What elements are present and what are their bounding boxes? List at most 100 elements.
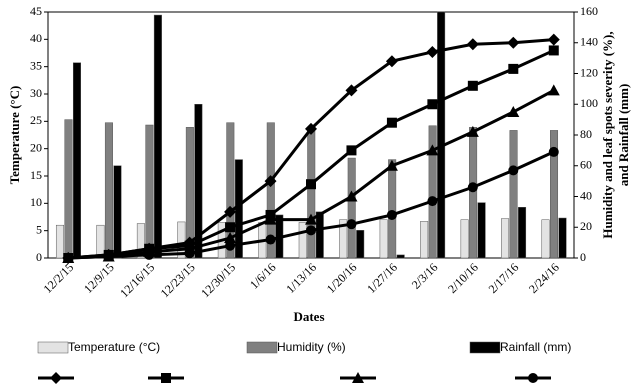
marker	[548, 45, 559, 56]
bar	[307, 127, 316, 259]
y-tick-label: 25	[30, 113, 42, 127]
y2-tick-label: 80	[580, 127, 592, 141]
marker	[306, 179, 316, 190]
bar	[501, 218, 510, 259]
bar	[347, 157, 356, 259]
marker	[346, 219, 357, 230]
bar	[396, 254, 405, 259]
marker	[386, 117, 397, 128]
marker	[466, 38, 479, 51]
bar	[518, 207, 527, 259]
marker	[224, 232, 237, 244]
bar	[153, 14, 162, 259]
marker	[103, 251, 114, 262]
x-tick-label: 1/20/16	[324, 260, 360, 296]
bar	[356, 230, 365, 259]
bar	[194, 104, 203, 259]
y-axis-title: Temperature (°C)	[7, 86, 22, 185]
y2-tick-label: 0	[580, 250, 586, 264]
y-tick-label: 15	[30, 168, 42, 182]
x-tick-label: 12/16/15	[117, 260, 157, 300]
marker	[345, 190, 358, 202]
marker	[264, 175, 277, 188]
x-tick-label: 2/10/16	[445, 260, 481, 296]
legend-label: Rainfall (mm)	[500, 340, 571, 354]
bar	[469, 127, 478, 259]
y-tick-label: 0	[36, 250, 42, 264]
bar	[298, 222, 307, 259]
marker	[224, 205, 237, 218]
y2-tick-label: 160	[580, 4, 598, 18]
marker	[385, 159, 398, 171]
bar	[113, 165, 122, 259]
marker	[305, 213, 317, 225]
x-tick-label: 12/30/15	[198, 260, 238, 300]
bar	[64, 119, 73, 259]
legend-swatch	[469, 341, 501, 354]
bar	[558, 217, 567, 259]
marker	[508, 63, 519, 74]
y2-tick-label: 140	[580, 35, 598, 49]
marker	[426, 144, 439, 156]
marker	[508, 165, 519, 176]
x-tick-label: 1/6/16	[247, 260, 279, 292]
bar	[136, 223, 145, 259]
marker	[467, 182, 478, 193]
marker	[184, 248, 195, 259]
y-tick-label: 40	[30, 31, 42, 45]
marker	[528, 373, 538, 383]
bar	[420, 221, 429, 259]
bar	[477, 202, 486, 259]
bar	[339, 219, 348, 259]
marker	[161, 373, 171, 383]
y-tick-label: 45	[30, 4, 42, 18]
marker	[426, 45, 439, 58]
marker	[427, 196, 438, 207]
marker	[352, 372, 364, 383]
x-tick-label: 12/23/15	[158, 260, 198, 300]
marker	[507, 105, 520, 117]
bar	[509, 130, 518, 259]
bar	[177, 221, 186, 259]
bar	[266, 122, 275, 259]
y2-axis-title: and Rainfall (mm)	[616, 84, 631, 187]
x-tick-label: 2/24/16	[526, 260, 562, 296]
bar	[388, 159, 397, 259]
bar	[96, 224, 105, 259]
marker	[466, 125, 479, 137]
legend-swatch	[37, 341, 69, 354]
x-tick-label: 12/9/15	[81, 260, 117, 296]
marker	[386, 209, 397, 220]
bar	[72, 62, 81, 259]
marker	[547, 33, 560, 46]
bar	[379, 219, 388, 259]
bar	[315, 211, 324, 259]
marker	[144, 249, 155, 260]
legend-label: Humidity (%)	[277, 340, 346, 354]
x-tick-label: 12/2/15	[40, 260, 76, 296]
marker	[467, 80, 478, 91]
x-tick-label: 2/3/16	[409, 260, 441, 292]
marker	[507, 36, 520, 49]
bar	[226, 122, 235, 259]
marker	[265, 234, 276, 245]
y2-axis-title: Humidity and leaf spots severity (%),	[600, 31, 615, 238]
bar	[104, 122, 113, 259]
marker	[306, 225, 316, 236]
bar	[460, 219, 469, 259]
legend-swatch	[246, 341, 278, 354]
x-axis-title: Dates	[293, 309, 324, 324]
marker	[547, 84, 560, 96]
y2-tick-label: 40	[580, 188, 592, 202]
y-tick-label: 10	[30, 195, 42, 209]
marker	[63, 253, 74, 263]
marker	[225, 222, 236, 233]
marker	[50, 372, 62, 384]
marker	[427, 99, 438, 110]
y-tick-label: 20	[30, 140, 42, 154]
bar	[428, 125, 437, 259]
x-tick-label: 2/17/16	[486, 260, 522, 296]
bar	[145, 124, 154, 259]
bar	[437, 11, 446, 259]
marker	[345, 84, 358, 97]
